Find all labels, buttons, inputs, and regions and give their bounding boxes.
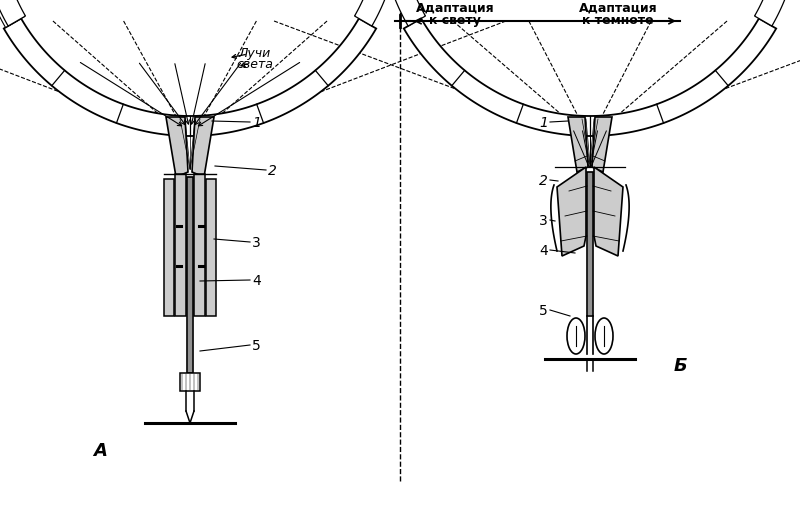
- Text: Адаптация: Адаптация: [578, 2, 658, 14]
- Polygon shape: [194, 174, 205, 316]
- Text: света: света: [237, 58, 274, 71]
- Text: 1: 1: [252, 116, 261, 130]
- Polygon shape: [4, 18, 376, 136]
- Polygon shape: [175, 174, 186, 316]
- Polygon shape: [192, 117, 214, 177]
- Polygon shape: [594, 167, 623, 256]
- Text: Б: Б: [673, 357, 687, 375]
- Ellipse shape: [567, 318, 585, 354]
- Polygon shape: [754, 0, 794, 26]
- Polygon shape: [0, 0, 25, 28]
- Polygon shape: [0, 0, 26, 26]
- Polygon shape: [206, 179, 216, 316]
- Text: к темноте: к темноте: [582, 13, 654, 27]
- Text: 2: 2: [539, 174, 548, 188]
- Text: 5: 5: [539, 304, 548, 318]
- Text: 4: 4: [539, 244, 548, 258]
- Text: Лучи: Лучи: [239, 47, 271, 59]
- Polygon shape: [166, 117, 188, 177]
- Ellipse shape: [595, 318, 613, 354]
- Text: 3: 3: [539, 214, 548, 228]
- Polygon shape: [164, 179, 174, 316]
- Text: 1: 1: [539, 116, 548, 130]
- Text: к свету: к свету: [429, 13, 481, 27]
- Polygon shape: [386, 0, 426, 26]
- Text: Адаптация: Адаптация: [416, 2, 494, 14]
- Text: 3: 3: [252, 236, 261, 250]
- Polygon shape: [592, 117, 612, 172]
- Polygon shape: [404, 18, 776, 136]
- Polygon shape: [557, 167, 586, 256]
- Polygon shape: [187, 177, 193, 373]
- Text: А: А: [93, 442, 107, 460]
- Text: 4: 4: [252, 274, 261, 288]
- Text: 2: 2: [268, 164, 277, 178]
- Polygon shape: [568, 117, 588, 172]
- Polygon shape: [180, 373, 200, 391]
- Polygon shape: [587, 172, 593, 316]
- Polygon shape: [354, 0, 394, 26]
- Text: 5: 5: [252, 339, 261, 353]
